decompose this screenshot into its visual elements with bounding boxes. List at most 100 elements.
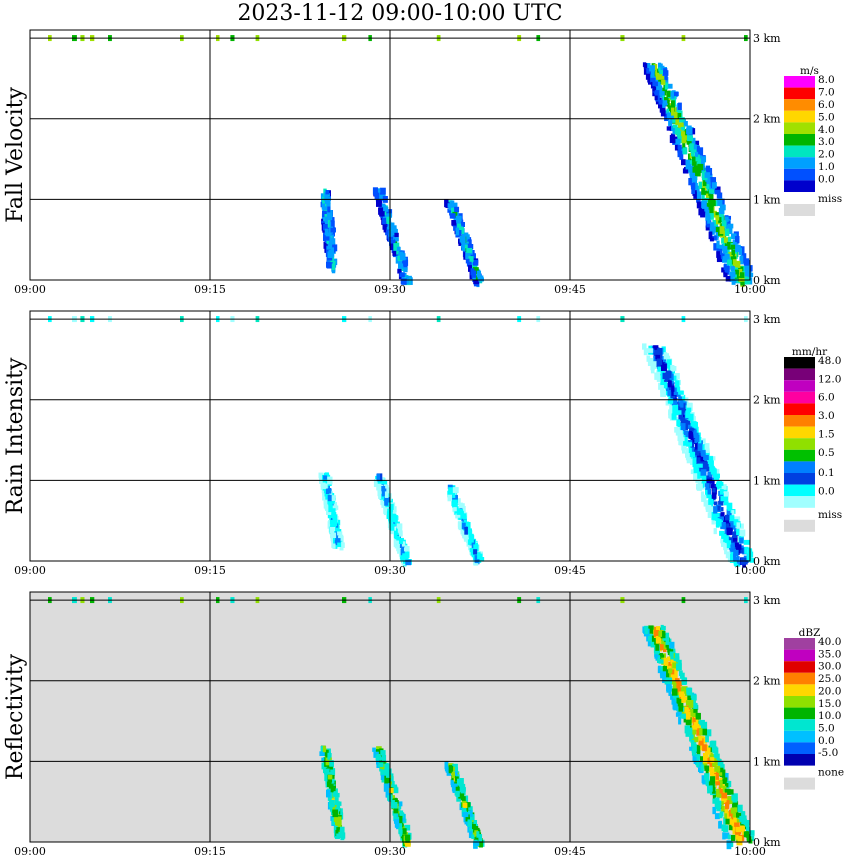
y-tick-label: 1 km <box>753 193 781 206</box>
colorbar-label: 0.0 <box>818 174 835 186</box>
x-tick-label: 09:15 <box>194 845 226 858</box>
colorbar-label: 2.0 <box>818 149 835 161</box>
colorbar-swatch <box>784 438 815 450</box>
colorbar-label: -5.0 <box>818 747 838 759</box>
colorbar-label: 48.0 <box>818 355 841 367</box>
colorbar-label: 10.0 <box>818 710 841 722</box>
rain-intensity-panel: 09:00 09:15 09:30 09:45 10:000 km 1 km 2 km 3 k… <box>3 310 842 577</box>
colorbar-swatch <box>784 661 815 673</box>
reflectivity-colorbar: dBZ40.035.030.025.020.015.010.05.00.0-5.… <box>784 627 844 790</box>
precip-feature <box>372 187 413 286</box>
colorbar-swatch <box>784 99 815 111</box>
y-axis-label: Fall Velocity <box>3 87 28 223</box>
colorbar-label: 0.5 <box>818 447 835 459</box>
colorbar-swatch <box>784 754 815 766</box>
precip-feature <box>642 343 755 568</box>
colorbar-swatch <box>784 473 815 485</box>
precip-feature <box>444 199 484 288</box>
precip-feature <box>642 62 754 287</box>
x-tick-label: 09:45 <box>554 283 586 296</box>
colorbar-label: 25.0 <box>818 673 841 685</box>
y-tick-label: 2 km <box>753 675 781 688</box>
colorbar-label: 40.0 <box>818 636 841 648</box>
colorbar-swatch <box>784 357 815 369</box>
colorbar-swatch <box>784 742 815 754</box>
precip-feature <box>372 746 412 848</box>
colorbar-missing-swatch <box>784 519 815 532</box>
colorbar-label: 6.0 <box>818 99 835 111</box>
colorbar-swatch <box>784 684 815 696</box>
colorbar-swatch <box>784 426 815 439</box>
x-tick-label: 10:00 <box>734 845 766 858</box>
x-tick-label: 09:15 <box>194 283 226 296</box>
colorbar-missing-swatch <box>784 777 815 790</box>
colorbar-swatch <box>784 672 815 685</box>
colorbar-label: 0.1 <box>818 467 835 479</box>
colorbar-label: 20.0 <box>818 685 841 697</box>
colorbar-label: 6.0 <box>818 392 835 404</box>
colorbar-swatch <box>784 380 815 392</box>
colorbar-label: 7.0 <box>818 86 835 98</box>
precip-feature <box>447 484 485 566</box>
y-tick-label: 1 km <box>753 755 781 768</box>
colorbar-swatch <box>784 415 815 427</box>
colorbar-swatch <box>784 484 815 497</box>
x-tick-label: 10:00 <box>734 564 766 577</box>
colorbar-swatch <box>784 76 815 88</box>
colorbar-label: 5.0 <box>818 723 835 735</box>
colorbar-label: 0.0 <box>818 735 835 747</box>
colorbar-swatch <box>784 649 815 662</box>
colorbar-swatch <box>784 707 815 720</box>
y-tick-label: 3 km <box>753 313 781 326</box>
colorbar-label: 3.0 <box>818 410 835 422</box>
colorbar-unit: dBZ <box>799 627 821 639</box>
y-axis-label: Reflectivity <box>3 653 28 780</box>
fall-velocity-panel: 09:00 09:15 09:30 09:45 10:000 km 1 km 2 km 3 k… <box>3 29 842 296</box>
colorbar-swatch <box>784 180 815 192</box>
colorbar-swatch <box>784 638 815 650</box>
y-tick-label: 2 km <box>753 394 781 407</box>
colorbar-swatch <box>784 730 815 743</box>
colorbar-label: 15.0 <box>818 698 841 710</box>
colorbar-swatch <box>784 168 815 181</box>
colorbar-label: 35.0 <box>818 648 841 660</box>
colorbar-swatch <box>784 122 815 134</box>
colorbar-unit: mm/hr <box>792 346 828 358</box>
colorbar-missing-label: none <box>818 767 844 779</box>
precip-feature <box>373 473 412 567</box>
fall-velocity-frame <box>29 29 751 281</box>
precip-feature <box>444 761 485 849</box>
y-tick-label: 3 km <box>753 32 781 45</box>
x-tick-label: 10:00 <box>734 283 766 296</box>
colorbar-label: 0.0 <box>818 485 835 497</box>
y-tick-label: 1 km <box>753 474 781 487</box>
colorbar-swatch <box>784 719 815 731</box>
colorbar-missing-label: miss <box>818 193 842 205</box>
x-tick-label: 09:45 <box>554 564 586 577</box>
reflectivity-panel: 09:00 09:15 09:30 09:45 10:000 km 1 km 2 km 3 k… <box>3 591 844 858</box>
colorbar-swatch <box>784 696 815 708</box>
colorbar-missing-label: miss <box>818 509 842 521</box>
y-axis-label: Rain Intensity <box>3 357 28 514</box>
y-tick-label: 0 km <box>753 274 781 287</box>
colorbar-label: 3.0 <box>818 136 835 148</box>
chart-title: 2023-11-12 09:00-10:00 UTC <box>237 1 563 26</box>
colorbar-label: 4.0 <box>818 124 835 136</box>
reflectivity-frame <box>29 591 751 843</box>
precip-feature <box>319 745 346 841</box>
colorbar-swatch <box>784 449 815 462</box>
colorbar-swatch <box>784 403 815 415</box>
colorbar-unit: m/s <box>800 65 819 77</box>
y-tick-label: 0 km <box>753 555 781 568</box>
precip-feature <box>642 624 755 850</box>
colorbar-label: 5.0 <box>818 111 835 123</box>
colorbar-swatch <box>784 368 815 381</box>
colorbar-label: 1.5 <box>818 428 835 440</box>
y-tick-label: 3 km <box>753 594 781 607</box>
x-tick-label: 09:30 <box>374 845 406 858</box>
y-tick-label: 2 km <box>753 113 781 126</box>
colorbar-label: 1.0 <box>818 161 835 173</box>
colorbar-swatch <box>784 391 815 404</box>
x-tick-label: 09:30 <box>374 283 406 296</box>
